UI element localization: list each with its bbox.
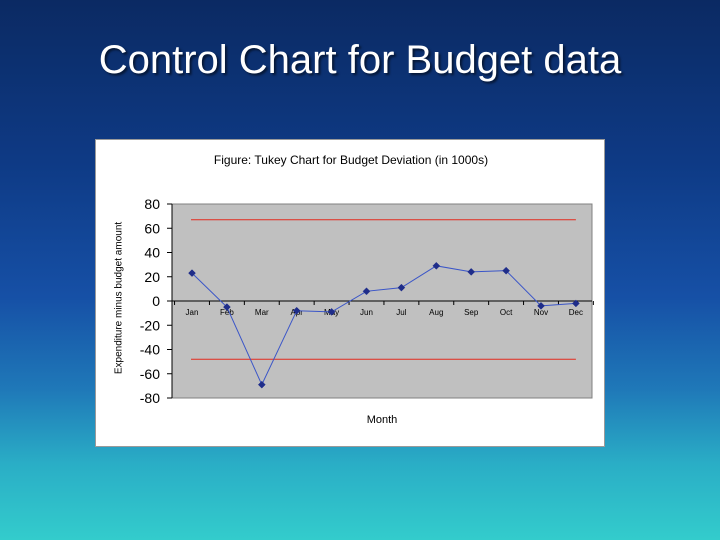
data-point (467, 268, 476, 276)
y-tick-label: 20 (144, 269, 160, 285)
data-point (572, 299, 580, 308)
chart-svg: 806040200-20-40-60-80JanFebMarAprMayJunJ… (140, 196, 594, 406)
data-point (292, 306, 301, 315)
y-tick-label: -80 (140, 390, 160, 406)
x-tick-label: Feb (220, 308, 234, 317)
x-tick-label: Jul (396, 308, 406, 317)
data-point (502, 266, 510, 275)
y-tick-label: 60 (144, 220, 160, 236)
x-tick-label: Aug (429, 308, 443, 317)
slide-title: Control Chart for Budget data (98, 38, 622, 82)
data-point (327, 308, 336, 316)
data-point (257, 380, 266, 389)
x-tick-label: Jan (186, 308, 199, 317)
x-tick-label: Jun (360, 308, 373, 317)
data-point (537, 301, 545, 310)
data-point (223, 303, 231, 311)
x-tick-label: Dec (569, 308, 583, 317)
data-point (362, 287, 371, 296)
x-axis-label: Month (366, 414, 398, 426)
data-point (397, 283, 406, 292)
data-point (188, 269, 196, 277)
x-tick-label: Oct (500, 308, 513, 317)
y-tick-label: 0 (152, 293, 160, 309)
series-line (191, 265, 576, 386)
chart-frame: Figure: Tukey Chart for Budget Deviation… (95, 139, 605, 447)
x-tick-label: Nov (534, 308, 548, 317)
y-tick-label: -40 (140, 342, 160, 358)
chart-title: Figure: Tukey Chart for Budget Deviation… (213, 153, 489, 167)
y-tick-label: 80 (144, 196, 160, 212)
x-tick-label: Sep (464, 308, 479, 317)
y-tick-label: -60 (140, 366, 160, 382)
y-tick-label: 40 (144, 245, 160, 261)
y-tick-label: -20 (140, 317, 160, 333)
x-tick-label: Mar (255, 308, 269, 317)
data-point (432, 261, 441, 270)
